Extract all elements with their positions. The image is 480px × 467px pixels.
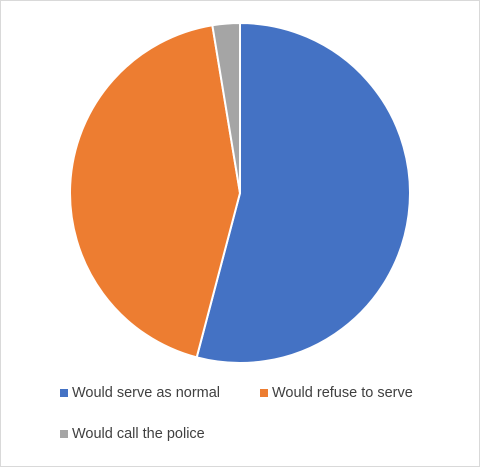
legend-label: Would call the police <box>72 426 205 442</box>
legend-swatch <box>60 389 68 397</box>
pie-slice <box>69 24 242 359</box>
legend-swatch <box>60 430 68 438</box>
pie-slice <box>195 21 411 364</box>
legend-swatch <box>260 389 268 397</box>
legend-label: Would refuse to serve <box>272 385 413 401</box>
legend-label: Would serve as normal <box>72 385 220 401</box>
pie-slice <box>211 21 241 194</box>
